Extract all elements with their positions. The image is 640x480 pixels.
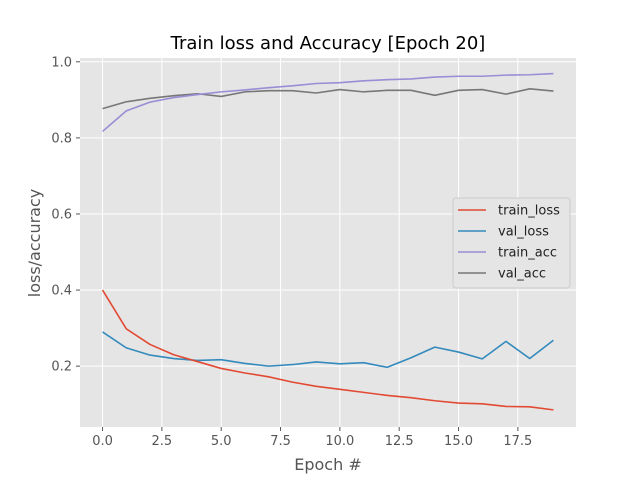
y-tick-label: 0.6 — [51, 207, 72, 222]
legend-label-train-acc: train_acc — [498, 246, 557, 261]
y-tick-label: 0.8 — [51, 131, 72, 146]
legend-box — [452, 197, 571, 289]
x-axis-label: Epoch # — [294, 455, 361, 474]
y-tick-label: 1.0 — [51, 55, 72, 70]
series-line-val-loss — [102, 331, 554, 369]
legend-label-val-loss: val_loss — [498, 225, 549, 240]
series-line-train-loss — [101, 289, 554, 411]
legend: train_loss val_loss train_acc val_acc — [452, 197, 571, 289]
legend-label-val-acc: val_acc — [498, 267, 546, 282]
x-tick-label: 5.0 — [211, 434, 232, 449]
x-tick-label: 2.5 — [152, 434, 173, 449]
x-tick-label: 7.5 — [270, 434, 291, 449]
series-layer — [101, 72, 554, 411]
legend-label-train-loss: train_loss — [498, 204, 560, 219]
x-tick-label: 12.5 — [385, 434, 414, 449]
y-tick-label: 0.2 — [51, 360, 72, 375]
x-tick-label: 0.0 — [92, 434, 113, 449]
chart-title: Train loss and Accuracy [Epoch 20] — [170, 33, 486, 54]
series-line-train-acc — [102, 72, 554, 133]
y-tick-label: 0.4 — [51, 284, 72, 299]
series-line-val-acc — [102, 88, 554, 110]
x-tick-label: 10.0 — [325, 434, 354, 449]
y-axis-label: loss/accuracy — [25, 189, 44, 297]
x-tick-label: 17.5 — [503, 434, 532, 449]
x-axis-ticks: 0.0 2.5 5.0 7.5 10.0 12.5 15.0 17.5 — [92, 427, 532, 449]
y-axis-ticks: 0.2 0.4 0.6 0.8 1.0 — [51, 55, 80, 375]
x-tick-label: 15.0 — [444, 434, 473, 449]
